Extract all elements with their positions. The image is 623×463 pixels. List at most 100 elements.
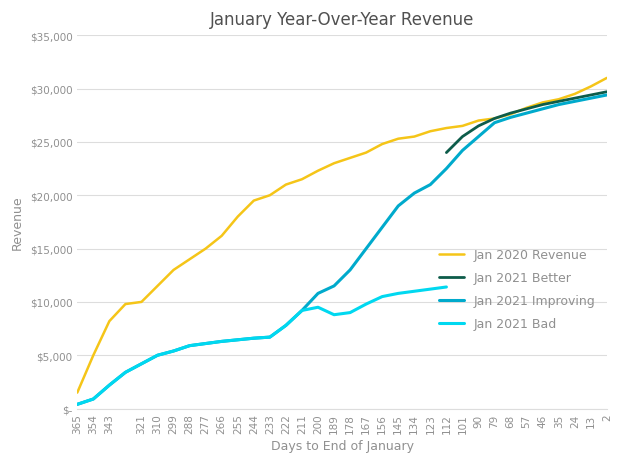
- Jan 2021 Improving: [202, 341, 209, 347]
- Jan 2020 Revenue: [154, 283, 161, 289]
- Jan 2021 Better: [603, 90, 611, 95]
- Jan 2021 Better: [443, 150, 450, 156]
- Jan 2021 Bad: [314, 305, 321, 310]
- Jan 2020 Revenue: [138, 300, 145, 305]
- Jan 2021 Improving: [121, 370, 129, 375]
- Jan 2021 Bad: [138, 361, 145, 367]
- Jan 2021 Bad: [298, 308, 306, 313]
- Jan 2021 Improving: [186, 343, 193, 349]
- Jan 2020 Revenue: [363, 150, 370, 156]
- Jan 2021 Better: [587, 93, 594, 99]
- Jan 2020 Revenue: [571, 92, 579, 98]
- Jan 2021 Improving: [74, 402, 81, 407]
- Jan 2021 Improving: [411, 191, 418, 196]
- Jan 2020 Revenue: [507, 112, 515, 118]
- Jan 2020 Revenue: [282, 182, 290, 188]
- Jan 2021 Bad: [121, 370, 129, 375]
- Jan 2021 Improving: [363, 246, 370, 252]
- Jan 2020 Revenue: [443, 126, 450, 131]
- Jan 2020 Revenue: [121, 301, 129, 307]
- Jan 2021 Bad: [170, 349, 178, 354]
- Line: Jan 2020 Revenue: Jan 2020 Revenue: [77, 79, 607, 393]
- Jan 2021 Improving: [427, 182, 434, 188]
- Jan 2021 Bad: [106, 382, 113, 388]
- Jan 2020 Revenue: [394, 137, 402, 142]
- Jan 2021 Improving: [555, 103, 563, 108]
- Jan 2021 Improving: [330, 283, 338, 289]
- Jan 2021 Better: [523, 107, 530, 113]
- Jan 2021 Bad: [154, 353, 161, 358]
- Jan 2020 Revenue: [555, 97, 563, 103]
- Jan 2021 Improving: [138, 361, 145, 367]
- Jan 2021 Better: [539, 103, 546, 108]
- Jan 2021 Bad: [427, 287, 434, 292]
- Line: Jan 2021 Bad: Jan 2021 Bad: [77, 288, 447, 405]
- Jan 2021 Bad: [378, 294, 386, 300]
- Jan 2021 Improving: [106, 382, 113, 388]
- Jan 2020 Revenue: [266, 193, 273, 199]
- Jan 2021 Improving: [603, 93, 611, 99]
- Jan 2020 Revenue: [603, 76, 611, 81]
- Jan 2020 Revenue: [314, 169, 321, 174]
- Jan 2021 Better: [555, 100, 563, 105]
- Jan 2020 Revenue: [587, 84, 594, 90]
- Jan 2020 Revenue: [427, 129, 434, 135]
- Jan 2021 Improving: [539, 107, 546, 113]
- Jan 2021 Bad: [346, 310, 354, 316]
- Jan 2021 Bad: [443, 285, 450, 290]
- Jan 2021 Improving: [250, 336, 257, 341]
- Jan 2020 Revenue: [459, 124, 466, 129]
- Jan 2021 Bad: [218, 339, 226, 344]
- Jan 2020 Revenue: [90, 353, 97, 358]
- Jan 2021 Improving: [459, 148, 466, 154]
- Legend: Jan 2020 Revenue, Jan 2021 Better, Jan 2021 Improving, Jan 2021 Bad: Jan 2020 Revenue, Jan 2021 Better, Jan 2…: [434, 244, 601, 335]
- Jan 2020 Revenue: [411, 134, 418, 140]
- Jan 2021 Improving: [234, 337, 242, 343]
- Jan 2021 Improving: [475, 134, 482, 140]
- Jan 2020 Revenue: [202, 246, 209, 252]
- Jan 2020 Revenue: [539, 100, 546, 106]
- Jan 2020 Revenue: [298, 177, 306, 182]
- Jan 2021 Improving: [443, 166, 450, 172]
- Jan 2021 Improving: [394, 204, 402, 209]
- Title: January Year-Over-Year Revenue: January Year-Over-Year Revenue: [210, 11, 474, 29]
- Jan 2021 Improving: [587, 96, 594, 102]
- Jan 2021 Improving: [314, 291, 321, 296]
- Jan 2021 Better: [475, 124, 482, 129]
- Jan 2021 Improving: [266, 335, 273, 340]
- Jan 2021 Better: [571, 96, 579, 102]
- Jan 2021 Bad: [186, 343, 193, 349]
- Jan 2020 Revenue: [106, 319, 113, 324]
- Jan 2021 Bad: [394, 291, 402, 296]
- Jan 2020 Revenue: [523, 106, 530, 111]
- Y-axis label: Revenue: Revenue: [11, 195, 24, 250]
- Line: Jan 2021 Better: Jan 2021 Better: [447, 93, 607, 153]
- Jan 2021 Bad: [74, 402, 81, 407]
- Jan 2021 Better: [459, 134, 466, 140]
- Jan 2021 Improving: [346, 268, 354, 273]
- Jan 2021 Bad: [411, 289, 418, 294]
- Jan 2021 Improving: [282, 323, 290, 328]
- Jan 2021 Bad: [250, 336, 257, 341]
- Jan 2021 Improving: [491, 121, 498, 126]
- Jan 2020 Revenue: [218, 233, 226, 239]
- Jan 2020 Revenue: [186, 257, 193, 263]
- Jan 2021 Improving: [218, 339, 226, 344]
- Line: Jan 2021 Improving: Jan 2021 Improving: [77, 96, 607, 405]
- Jan 2021 Improving: [154, 353, 161, 358]
- Jan 2021 Better: [507, 111, 515, 117]
- Jan 2021 Bad: [330, 312, 338, 318]
- Jan 2021 Better: [491, 116, 498, 122]
- X-axis label: Days to End of January: Days to End of January: [270, 439, 414, 452]
- Jan 2021 Improving: [523, 111, 530, 117]
- Jan 2020 Revenue: [378, 142, 386, 148]
- Jan 2021 Improving: [298, 308, 306, 313]
- Jan 2021 Improving: [571, 100, 579, 105]
- Jan 2020 Revenue: [330, 161, 338, 167]
- Jan 2021 Bad: [234, 337, 242, 343]
- Jan 2021 Bad: [266, 335, 273, 340]
- Jan 2021 Improving: [170, 349, 178, 354]
- Jan 2020 Revenue: [346, 156, 354, 161]
- Jan 2021 Bad: [90, 396, 97, 402]
- Jan 2021 Improving: [378, 225, 386, 231]
